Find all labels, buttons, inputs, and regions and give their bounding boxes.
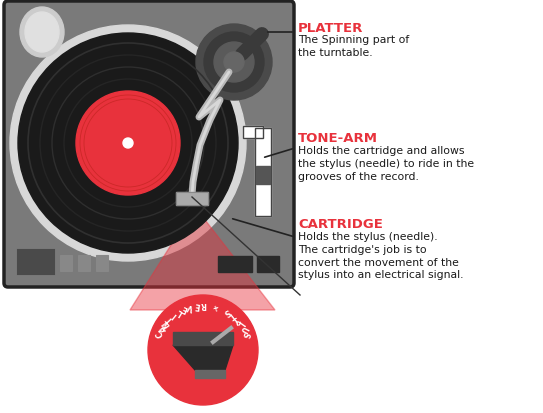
Polygon shape bbox=[176, 192, 208, 205]
Text: A: A bbox=[158, 324, 168, 334]
Circle shape bbox=[224, 52, 244, 72]
FancyBboxPatch shape bbox=[4, 1, 294, 287]
Text: C: C bbox=[155, 330, 166, 339]
Text: Y: Y bbox=[231, 314, 241, 324]
Text: R: R bbox=[200, 301, 206, 309]
Text: T: T bbox=[165, 314, 175, 324]
Text: E: E bbox=[181, 304, 190, 314]
Bar bbox=[218, 256, 252, 272]
Circle shape bbox=[214, 42, 254, 82]
Bar bbox=[18, 250, 54, 274]
Text: L: L bbox=[175, 306, 184, 317]
Circle shape bbox=[148, 295, 258, 405]
Text: N: N bbox=[161, 318, 172, 329]
Polygon shape bbox=[195, 370, 225, 378]
Polygon shape bbox=[173, 345, 233, 370]
Text: T: T bbox=[226, 310, 236, 320]
Bar bbox=[243, 126, 263, 138]
Circle shape bbox=[123, 138, 133, 148]
Text: E: E bbox=[194, 301, 200, 310]
Text: V: V bbox=[187, 301, 195, 312]
Circle shape bbox=[10, 25, 246, 261]
Bar bbox=[96, 255, 108, 271]
Text: PLATTER: PLATTER bbox=[298, 22, 363, 35]
Text: S: S bbox=[222, 306, 231, 317]
Bar bbox=[255, 128, 271, 216]
Text: TONE-ARM: TONE-ARM bbox=[298, 132, 378, 145]
Text: CARTRIDGE: CARTRIDGE bbox=[298, 218, 383, 231]
Bar bbox=[255, 128, 271, 216]
Ellipse shape bbox=[20, 7, 64, 57]
Text: I: I bbox=[171, 311, 179, 319]
Text: L: L bbox=[235, 319, 245, 328]
Circle shape bbox=[204, 32, 264, 92]
Text: U: U bbox=[237, 324, 248, 334]
Text: S: S bbox=[240, 330, 250, 339]
Bar bbox=[60, 255, 72, 271]
Bar bbox=[257, 256, 279, 272]
Text: +: + bbox=[211, 301, 219, 312]
Text: Holds the cartridge and allows
the stylus (needle) to ride in the
grooves of the: Holds the cartridge and allows the stylu… bbox=[298, 146, 474, 182]
Polygon shape bbox=[130, 207, 275, 310]
Bar bbox=[256, 166, 270, 184]
Circle shape bbox=[18, 33, 238, 253]
Circle shape bbox=[196, 24, 272, 100]
Bar bbox=[78, 255, 90, 271]
Circle shape bbox=[76, 91, 180, 195]
Text: Holds the stylus (needle).
The cartridge's job is to
convert the movement of the: Holds the stylus (needle). The cartridge… bbox=[298, 232, 464, 280]
Text: The Spinning part of
the turntable.: The Spinning part of the turntable. bbox=[298, 35, 409, 58]
Bar bbox=[243, 126, 263, 138]
Ellipse shape bbox=[25, 12, 59, 52]
Polygon shape bbox=[173, 332, 233, 345]
